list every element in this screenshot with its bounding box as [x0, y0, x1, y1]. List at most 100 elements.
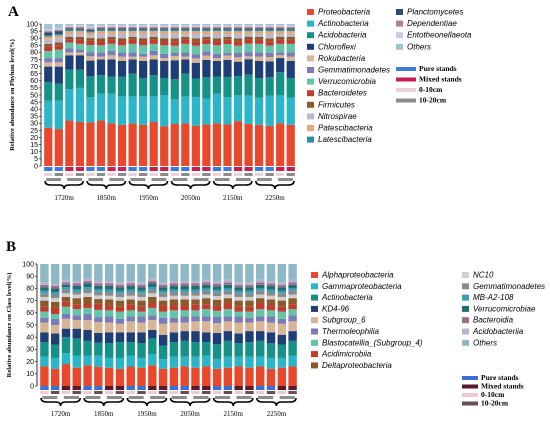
- bar-segment: [107, 28, 116, 30]
- stand-strip: [149, 167, 158, 171]
- bar-segment: [265, 28, 274, 30]
- depth-strip: [170, 173, 179, 176]
- bar-segment: [94, 285, 103, 290]
- bar-segment: [245, 284, 254, 288]
- legend-label: Others: [473, 338, 497, 347]
- bar-segment: [266, 295, 276, 300]
- bar-segment: [128, 31, 137, 34]
- bar-segment: [83, 264, 92, 279]
- bar-segment: [265, 38, 274, 42]
- bar-segment: [65, 120, 74, 166]
- bar-segment: [266, 264, 276, 282]
- bar-segment: [233, 41, 243, 46]
- bar-segment: [169, 305, 179, 311]
- bar-segment: [233, 76, 243, 95]
- bar-segment: [44, 50, 53, 59]
- bar-segment: [256, 356, 265, 367]
- bar-segment: [40, 306, 49, 312]
- bar-segment: [128, 52, 137, 57]
- bar-segment: [276, 52, 285, 56]
- bar-segment: [191, 299, 200, 305]
- legend-label: Entotheonellaeota: [407, 31, 472, 40]
- bar-segment: [83, 340, 92, 356]
- bar-segment: [94, 291, 103, 296]
- bar-segment: [83, 278, 92, 282]
- bar-segment: [107, 29, 116, 32]
- bar-segment: [288, 355, 297, 367]
- legend-swatch: [396, 32, 403, 39]
- bar-segment: [169, 342, 179, 357]
- bar-segment: [160, 33, 169, 39]
- bar-segment: [202, 59, 211, 78]
- bar-segment: [44, 31, 53, 33]
- y-tick-label: 95: [30, 28, 38, 35]
- bar-segment: [181, 31, 190, 34]
- y-tick-label: 10: [26, 371, 34, 378]
- bar-segment: [233, 121, 243, 166]
- bar-segment: [212, 60, 222, 77]
- bar-segment: [191, 281, 200, 284]
- bar-segment: [83, 355, 92, 366]
- bar-segment: [233, 25, 243, 27]
- bar-segment: [83, 314, 92, 321]
- bar-segment: [202, 51, 211, 56]
- bar-segment: [266, 368, 276, 386]
- bar-segment: [276, 24, 285, 26]
- depth-bar: [172, 178, 188, 181]
- bar-segment: [288, 288, 297, 291]
- bar-segment: [266, 292, 276, 296]
- bar-segment: [96, 29, 106, 32]
- bar-segment: [94, 355, 103, 367]
- bar-segment: [50, 344, 60, 358]
- bar-segment: [169, 281, 179, 284]
- bar-segment: [181, 43, 190, 53]
- bar-segment: [180, 283, 189, 286]
- altitude-label: 1950m: [139, 194, 159, 202]
- bar-segment: [276, 26, 285, 29]
- altitude-label: 2250m: [265, 194, 285, 202]
- legend-swatch: [307, 67, 314, 73]
- bar-segment: [169, 367, 179, 386]
- bar-segment: [115, 318, 125, 324]
- bar-segment: [149, 75, 158, 97]
- bar-segment: [126, 366, 135, 386]
- bar-segment: [266, 343, 276, 358]
- bar-segment: [256, 279, 265, 283]
- legend-swatch: [307, 136, 314, 143]
- bar-segment: [223, 26, 232, 29]
- legend-label: Acidimicrobiia: [321, 350, 372, 359]
- stand-strip: [40, 386, 49, 390]
- stand-strip: [234, 386, 243, 390]
- depth-strip: [202, 391, 211, 394]
- legend-label: NC10: [473, 271, 494, 280]
- bar-segment: [128, 24, 137, 26]
- depth-bar: [214, 396, 231, 399]
- legend-swatch: [307, 101, 314, 108]
- bar-segment: [139, 24, 148, 26]
- bar-segment: [191, 356, 200, 368]
- bar-segment: [50, 301, 60, 308]
- bar-segment: [266, 357, 276, 369]
- bar-segment: [94, 289, 103, 292]
- bar-segment: [277, 293, 287, 297]
- legend-swatch: [462, 294, 469, 301]
- depth-bar: [193, 396, 209, 399]
- bar-segment: [126, 283, 135, 286]
- bar-segment: [212, 281, 222, 284]
- bar-segment: [158, 293, 168, 297]
- bar-segment: [54, 129, 63, 166]
- bar-segment: [115, 264, 125, 283]
- y-tick-label: 50: [26, 322, 34, 329]
- bar-segment: [191, 26, 200, 29]
- bar-segment: [94, 264, 103, 281]
- bar-segment: [223, 124, 232, 166]
- bar-segment: [191, 125, 200, 166]
- depth-bar: [67, 178, 83, 181]
- altitude-brace: [128, 180, 169, 190]
- legend-label: Verrucomicrobia: [318, 77, 376, 86]
- bar-segment: [158, 296, 168, 301]
- bar-segment: [286, 56, 295, 61]
- bar-segment: [158, 284, 168, 288]
- stand-strip: [117, 167, 127, 171]
- y-tick-label: 30: [30, 121, 38, 128]
